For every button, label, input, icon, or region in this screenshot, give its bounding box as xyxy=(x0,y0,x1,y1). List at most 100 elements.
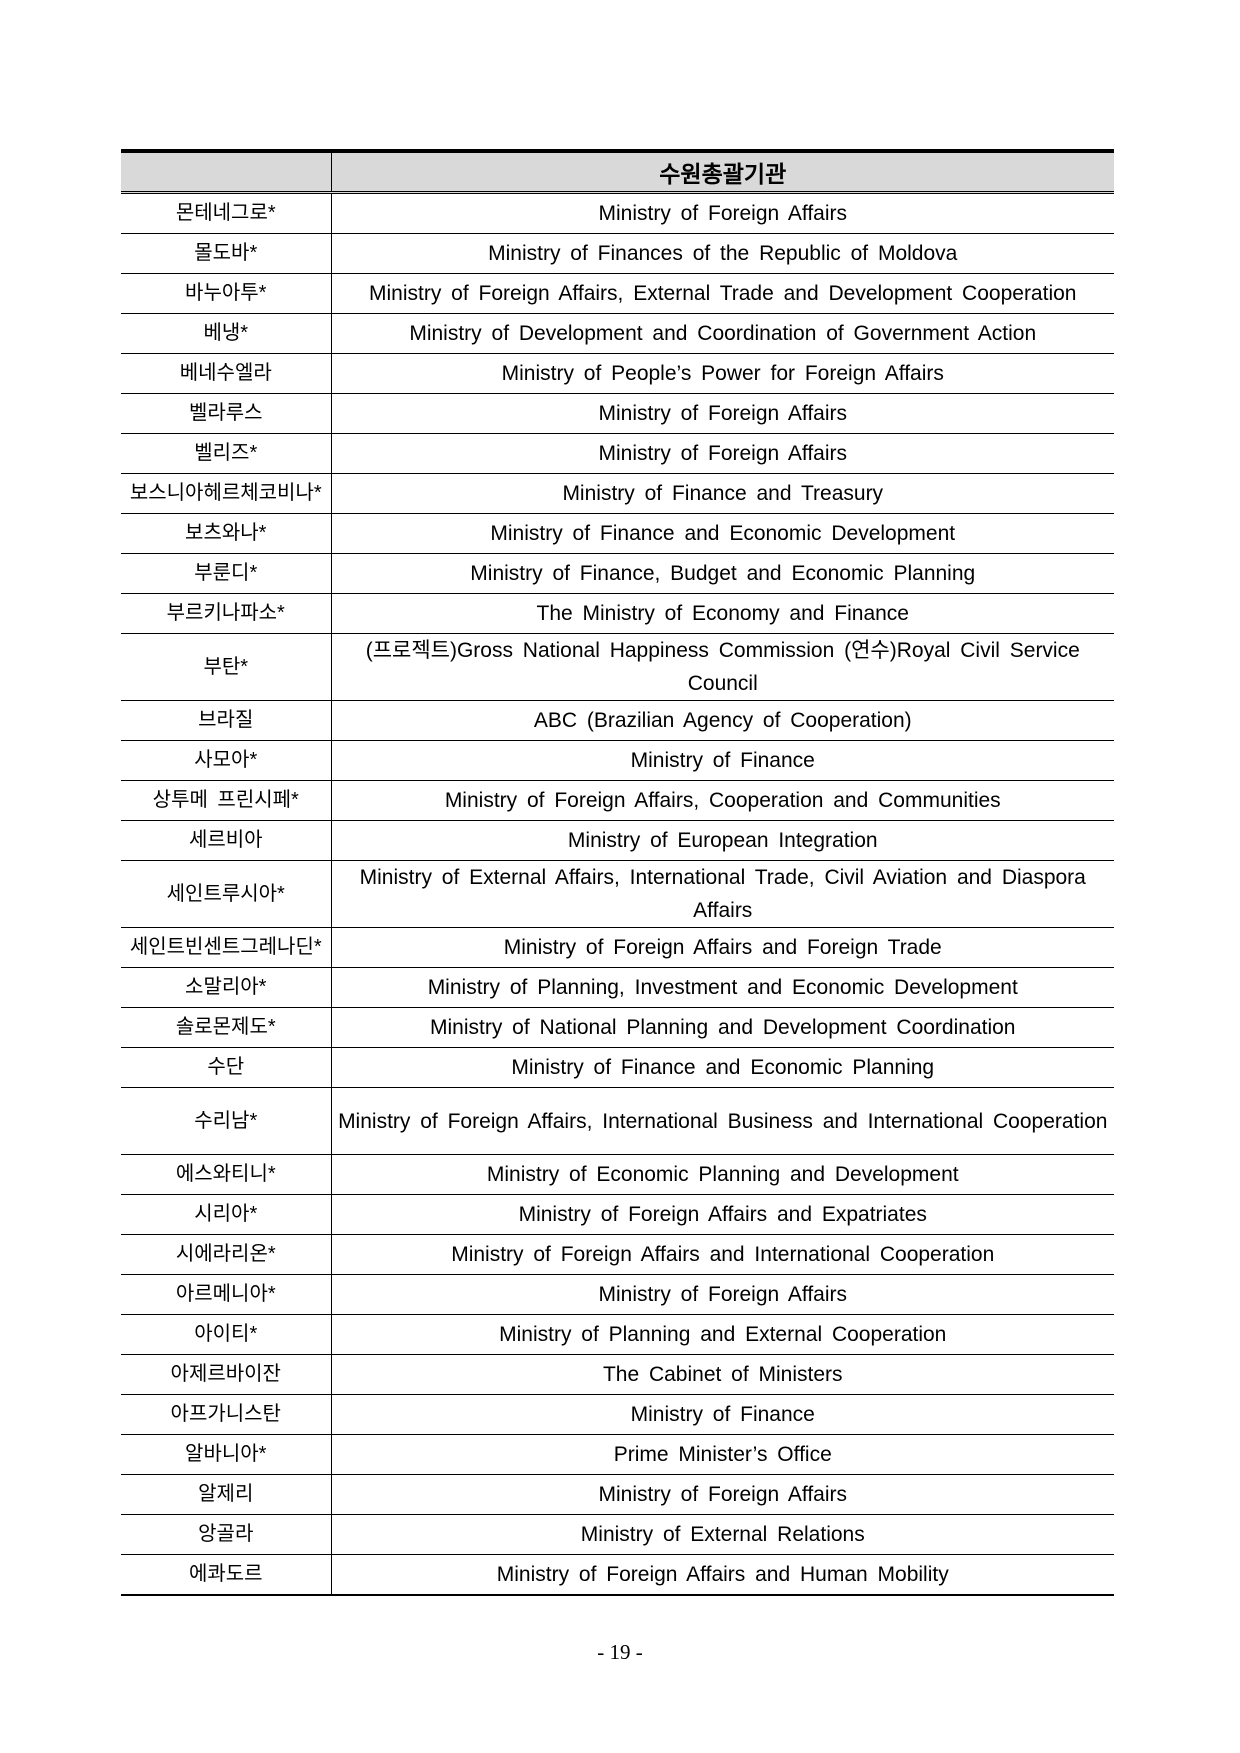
table-row: 바누아투* Ministry of Foreign Affairs, Extern… xyxy=(121,273,1114,314)
country-cell: 몰도바* xyxy=(121,233,332,274)
country-cell: 아제르바이잔 xyxy=(121,1354,332,1395)
agency-cell: Ministry of Foreign Affairs, Cooperation… xyxy=(331,780,1114,821)
country-cell: 브라질 xyxy=(121,700,332,741)
agency-cell: Ministry of Foreign Affairs, Internation… xyxy=(331,1087,1114,1155)
table-row: 아르메니아* Ministry of Foreign Affairs xyxy=(121,1274,1114,1315)
country-cell: 세인트루시아* xyxy=(121,860,332,928)
table-row: 상투메 프린시페* Ministry of Foreign Affairs, Co… xyxy=(121,780,1114,821)
agency-cell: Prime Minister’s Office xyxy=(331,1434,1114,1475)
agency-cell: Ministry of National Planning and Develo… xyxy=(331,1007,1114,1048)
agency-cell: Ministry of Finance and Treasury xyxy=(331,473,1114,514)
table-body: 몬테네그로* Ministry of Foreign Affairs 몰도바* Min… xyxy=(121,192,1114,1596)
table-row: 시에라리온* Ministry of Foreign Affairs and In… xyxy=(121,1234,1114,1275)
agency-cell: Ministry of People’s Power for Foreign A… xyxy=(331,353,1114,394)
agency-cell: Ministry of European Integration xyxy=(331,820,1114,861)
agency-cell: Ministry of Development and Coordination… xyxy=(331,313,1114,354)
table-row: 솔로몬제도* Ministry of National Planning and … xyxy=(121,1007,1114,1048)
country-cell: 앙골라 xyxy=(121,1514,332,1555)
header-agency: 수원총괄기관 xyxy=(331,149,1114,194)
agency-cell: Ministry of Foreign Affairs xyxy=(331,1274,1114,1315)
table-row: 베네수엘라 Ministry of People’s Power for Fore… xyxy=(121,353,1114,394)
country-cell: 솔로몬제도* xyxy=(121,1007,332,1048)
country-cell: 사모아* xyxy=(121,740,332,781)
country-cell: 수리남* xyxy=(121,1087,332,1155)
table-row: 에콰도르 Ministry of Foreign Affairs and Huma… xyxy=(121,1554,1114,1596)
table-row: 알바니아* Prime Minister’s Office xyxy=(121,1434,1114,1475)
country-cell: 세르비아 xyxy=(121,820,332,861)
table-row: 몬테네그로* Ministry of Foreign Affairs xyxy=(121,192,1114,234)
country-cell: 에스와티니* xyxy=(121,1154,332,1195)
agency-cell: Ministry of Foreign Affairs and Foreign … xyxy=(331,927,1114,968)
table-row: 보스니아헤르체코비나* Ministry of Finance and Treas… xyxy=(121,473,1114,514)
agency-cell: Ministry of Foreign Affairs xyxy=(331,1474,1114,1515)
country-cell: 알제리 xyxy=(121,1474,332,1515)
agency-cell: Ministry of Foreign Affairs and Expatria… xyxy=(331,1194,1114,1235)
agency-cell: Ministry of External Relations xyxy=(331,1514,1114,1555)
table-row: 시리아* Ministry of Foreign Affairs and Expa… xyxy=(121,1194,1114,1235)
agency-cell: Ministry of Foreign Affairs xyxy=(331,433,1114,474)
table-row: 에스와티니* Ministry of Economic Planning and … xyxy=(121,1154,1114,1195)
table-row: 알제리 Ministry of Foreign Affairs xyxy=(121,1474,1114,1515)
table-row: 부르키나파소* The Ministry of Economy and Finan… xyxy=(121,593,1114,634)
country-cell: 베네수엘라 xyxy=(121,353,332,394)
table-row: 수리남* Ministry of Foreign Affairs, Interna… xyxy=(121,1087,1114,1155)
agency-cell: Ministry of Finance and Economic Plannin… xyxy=(331,1047,1114,1088)
agency-cell: Ministry of Foreign Affairs xyxy=(331,192,1114,234)
agency-cell: ABC (Brazilian Agency of Cooperation) xyxy=(331,700,1114,741)
agency-cell: The Cabinet of Ministers xyxy=(331,1354,1114,1395)
agency-cell: Ministry of Finance xyxy=(331,1394,1114,1435)
table-row: 보츠와나* Ministry of Finance and Economic De… xyxy=(121,513,1114,554)
agency-table: 수원총괄기관 몬테네그로* Ministry of Foreign Affairs… xyxy=(121,149,1114,1596)
country-cell: 부룬디* xyxy=(121,553,332,594)
table-row: 세르비아 Ministry of European Integration xyxy=(121,820,1114,861)
table-row: 앙골라 Ministry of External Relations xyxy=(121,1514,1114,1555)
agency-cell: Ministry of Foreign Affairs and Human Mo… xyxy=(331,1554,1114,1596)
agency-cell: Ministry of Finance xyxy=(331,740,1114,781)
country-cell: 아프가니스탄 xyxy=(121,1394,332,1435)
table-header-row: 수원총괄기관 xyxy=(121,149,1114,194)
table-row: 소말리아* Ministry of Planning, Investment an… xyxy=(121,967,1114,1008)
table-row: 베냉* Ministry of Development and Coordinat… xyxy=(121,313,1114,354)
country-cell: 알바니아* xyxy=(121,1434,332,1475)
table-row: 세인트루시아* Ministry of External Affairs, Int… xyxy=(121,860,1114,928)
country-cell: 보스니아헤르체코비나* xyxy=(121,473,332,514)
agency-cell: (프로젝트)Gross National Happiness Commissio… xyxy=(331,633,1114,701)
country-cell: 부르키나파소* xyxy=(121,593,332,634)
agency-cell: Ministry of Foreign Affairs xyxy=(331,393,1114,434)
table-row: 아프가니스탄 Ministry of Finance xyxy=(121,1394,1114,1435)
header-country xyxy=(121,149,332,194)
table-row: 수단 Ministry of Finance and Economic Plann… xyxy=(121,1047,1114,1088)
country-cell: 아이티* xyxy=(121,1314,332,1355)
agency-cell: The Ministry of Economy and Finance xyxy=(331,593,1114,634)
table-row: 세인트빈센트그레나딘* Ministry of Foreign Affairs a… xyxy=(121,927,1114,968)
country-cell: 아르메니아* xyxy=(121,1274,332,1315)
table-row: 아이티* Ministry of Planning and External Co… xyxy=(121,1314,1114,1355)
country-cell: 시리아* xyxy=(121,1194,332,1235)
table-row: 벨리즈* Ministry of Foreign Affairs xyxy=(121,433,1114,474)
country-cell: 벨리즈* xyxy=(121,433,332,474)
country-cell: 세인트빈센트그레나딘* xyxy=(121,927,332,968)
page-number: - 19 - xyxy=(597,1640,643,1664)
country-cell: 벨라루스 xyxy=(121,393,332,434)
country-cell: 상투메 프린시페* xyxy=(121,780,332,821)
country-cell: 에콰도르 xyxy=(121,1554,332,1596)
table-row: 브라질 ABC (Brazilian Agency of Cooperation) xyxy=(121,700,1114,741)
table-row: 부룬디* Ministry of Finance, Budget and Econ… xyxy=(121,553,1114,594)
table-row: 아제르바이잔 The Cabinet of Ministers xyxy=(121,1354,1114,1395)
country-cell: 베냉* xyxy=(121,313,332,354)
country-cell: 시에라리온* xyxy=(121,1234,332,1275)
country-cell: 수단 xyxy=(121,1047,332,1088)
country-cell: 몬테네그로* xyxy=(121,192,332,234)
country-cell: 보츠와나* xyxy=(121,513,332,554)
agency-cell: Ministry of External Affairs, Internatio… xyxy=(331,860,1114,928)
agency-cell: Ministry of Finance and Economic Develop… xyxy=(331,513,1114,554)
table-row: 사모아* Ministry of Finance xyxy=(121,740,1114,781)
agency-cell: Ministry of Planning, Investment and Eco… xyxy=(331,967,1114,1008)
agency-cell: Ministry of Foreign Affairs and Internat… xyxy=(331,1234,1114,1275)
table-row: 몰도바* Ministry of Finances of the Republic… xyxy=(121,233,1114,274)
country-cell: 부탄* xyxy=(121,633,332,701)
agency-cell: Ministry of Economic Planning and Develo… xyxy=(331,1154,1114,1195)
agency-cell: Ministry of Finances of the Republic of … xyxy=(331,233,1114,274)
country-cell: 소말리아* xyxy=(121,967,332,1008)
agency-cell: Ministry of Foreign Affairs, External Tr… xyxy=(331,273,1114,314)
